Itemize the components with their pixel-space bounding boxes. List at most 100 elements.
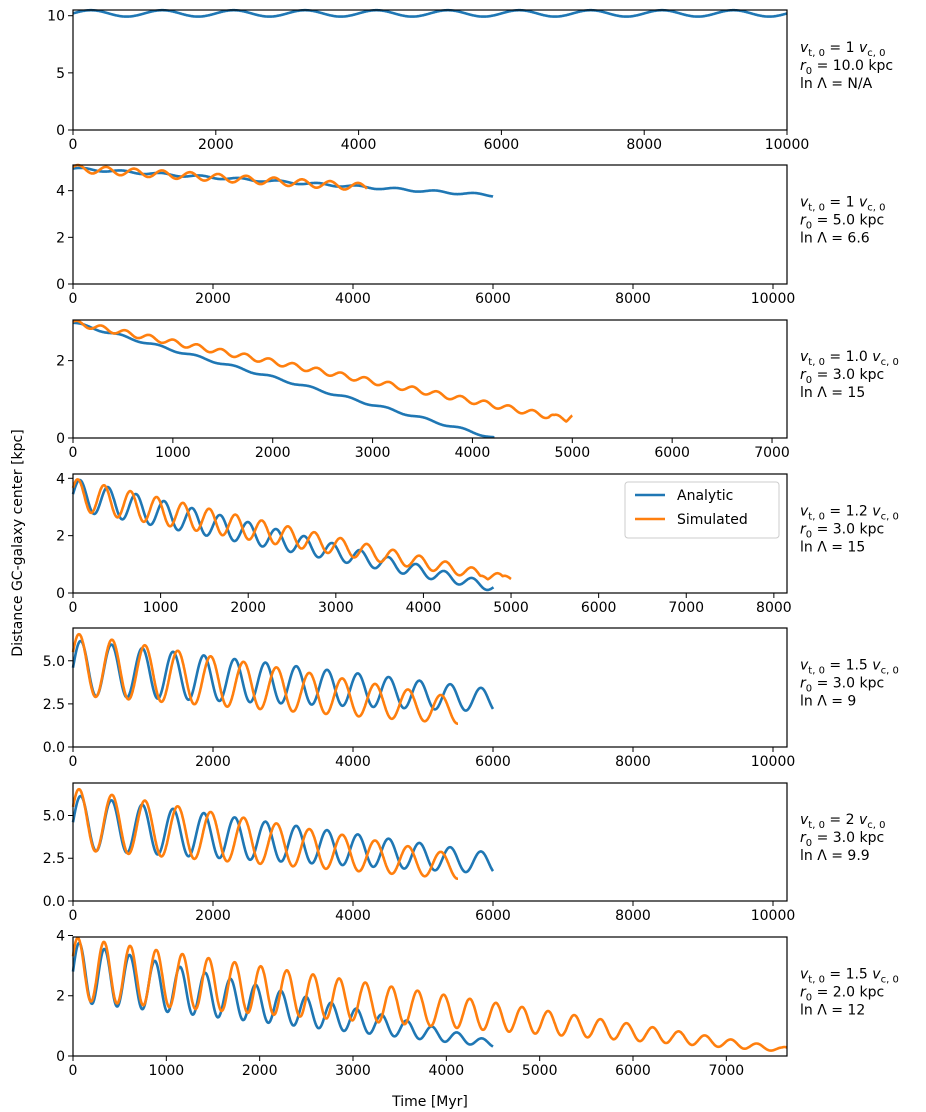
y-tick-label: 0	[56, 586, 65, 602]
x-tick-label: 6000	[615, 1063, 651, 1079]
y-tick-label: 2.5	[43, 851, 65, 867]
x-tick-label: 1000	[143, 600, 179, 616]
annotation-coulomb-log: ln Λ = 6.6	[800, 231, 870, 247]
annotation-radius: r0 = 3.0 kpc	[800, 522, 884, 541]
x-tick-label: 2000	[195, 291, 231, 307]
annotation-coulomb-log: ln Λ = 15	[800, 385, 865, 401]
panel-2: 0 2000 4000 6000 8000 10000 0 2 4 vt, 0 = 1 vc, 0…	[56, 163, 885, 307]
x-tick-label: 4000	[406, 600, 442, 616]
series-line-simulated	[71, 163, 369, 191]
x-tick-label: 5000	[554, 445, 590, 461]
x-tick-label: 4000	[429, 1063, 465, 1079]
annotation-coulomb-log: ln Λ = 9	[800, 694, 856, 710]
x-tick-label: 2000	[242, 1063, 278, 1079]
panel-4: 0 1000 2000 3000 4000 5000 6000 7000 8000 0 2 4 vt, …	[56, 471, 899, 616]
series-line-analytic	[71, 478, 495, 592]
series-line-simulated	[71, 936, 788, 1052]
x-tick-label: 3000	[318, 600, 354, 616]
series-line-analytic	[71, 941, 495, 1048]
y-tick-label: 5	[56, 66, 65, 82]
x-tick-label: 8000	[626, 137, 662, 153]
x-tick-label: 7000	[709, 1063, 745, 1079]
series-line-simulated	[71, 787, 460, 881]
y-tick-label: 0.0	[43, 740, 65, 756]
x-tick-label: 6000	[654, 445, 690, 461]
x-tick-label: 8000	[615, 754, 651, 770]
y-tick-label: 0	[56, 277, 65, 293]
x-tick-label: 6000	[484, 137, 520, 153]
annotation-velocity: vt, 0 = 1 vc, 0	[800, 40, 885, 59]
series-line-simulated	[71, 632, 460, 726]
axes-frame	[72, 936, 788, 1057]
annotation-coulomb-log: ln Λ = 9.9	[800, 848, 870, 864]
annotation-radius: r0 = 5.0 kpc	[800, 213, 884, 232]
annotation-velocity: vt, 0 = 1.5 vc, 0	[800, 658, 899, 677]
x-tick-label: 1000	[155, 445, 191, 461]
x-tick-label: 3000	[355, 445, 391, 461]
y-tick-label: 2.5	[43, 697, 65, 713]
x-tick-label: 4000	[335, 908, 371, 924]
x-tick-label: 2000	[230, 600, 266, 616]
x-tick-label: 10000	[751, 291, 796, 307]
y-tick-label: 4	[56, 184, 65, 200]
axes-frame	[72, 627, 788, 748]
annotation-velocity: vt, 0 = 1.2 vc, 0	[800, 504, 899, 523]
annotation-velocity: vt, 0 = 1.5 vc, 0	[800, 967, 899, 986]
x-tick-label: 5000	[522, 1063, 558, 1079]
series-line-simulated	[72, 319, 574, 423]
annotation-radius: r0 = 2.0 kpc	[800, 985, 884, 1004]
x-tick-label: 2000	[195, 908, 231, 924]
annotation-radius: r0 = 10.0 kpc	[800, 58, 893, 77]
y-tick-label: 2	[56, 989, 65, 1005]
panel-1: 0 2000 4000 6000 8000 10000 0 5 10 vt, 0 = 1 vc, …	[47, 9, 893, 153]
panel-5: 0 2000 4000 6000 8000 10000 0.0 2.5 5.0 vt, 0 = 1…	[43, 627, 899, 770]
annotation-radius: r0 = 3.0 kpc	[800, 367, 884, 386]
y-tick-label: 2	[56, 354, 65, 370]
annotation-radius: r0 = 3.0 kpc	[800, 830, 884, 849]
x-tick-label: 4000	[335, 754, 371, 770]
annotation-coulomb-log: ln Λ = N/A	[800, 76, 873, 92]
annotation-velocity: vt, 0 = 1.0 vc, 0	[800, 349, 899, 368]
y-axis-label: Distance GC-galaxy center [kpc]	[10, 429, 26, 656]
annotation-coulomb-log: ln Λ = 15	[800, 540, 865, 556]
x-tick-label: 0	[69, 137, 78, 153]
panel-6: 0 2000 4000 6000 8000 10000 0.0 2.5 5.0 vt, 0 = 2…	[43, 782, 885, 924]
x-tick-label: 8000	[756, 600, 792, 616]
annotation-velocity: vt, 0 = 1 vc, 0	[800, 195, 885, 214]
y-tick-label: 4	[56, 471, 65, 487]
x-tick-label: 4000	[455, 445, 491, 461]
x-tick-label: 10000	[751, 908, 796, 924]
panel-3: 0 1000 2000 3000 4000 5000 6000 7000 0 2 vt, 0 = 1…	[56, 319, 899, 461]
x-tick-label: 6000	[475, 291, 511, 307]
x-tick-label: 6000	[581, 600, 617, 616]
series-line-analytic	[72, 8, 788, 18]
legend-label-simulated: Simulated	[677, 512, 748, 528]
x-tick-label: 2000	[255, 445, 291, 461]
x-tick-label: 10000	[751, 754, 796, 770]
x-tick-label: 4000	[341, 137, 377, 153]
x-tick-label: 3000	[335, 1063, 371, 1079]
series-line-simulated	[71, 478, 513, 581]
series-line-analytic	[72, 321, 496, 439]
axes-frame	[72, 9, 788, 131]
x-tick-label: 8000	[615, 908, 651, 924]
x-tick-label: 6000	[475, 754, 511, 770]
x-tick-label: 10000	[765, 137, 810, 153]
x-tick-label: 4000	[335, 291, 371, 307]
x-tick-label: 0	[69, 754, 78, 770]
axes-frame	[72, 473, 788, 594]
x-tick-label: 0	[69, 445, 78, 461]
x-tick-label: 0	[69, 1063, 78, 1079]
axes-frame	[72, 319, 788, 439]
x-axis-label: Time [Myr]	[391, 1094, 468, 1110]
y-tick-label: 5.0	[43, 808, 65, 824]
x-tick-label: 6000	[475, 908, 511, 924]
y-tick-label: 4	[56, 928, 65, 944]
x-tick-label: 2000	[198, 137, 234, 153]
y-tick-label: 0	[56, 1049, 65, 1065]
legend-label-analytic: Analytic	[677, 488, 733, 504]
x-tick-label: 0	[69, 600, 78, 616]
y-tick-label: 0	[56, 123, 65, 139]
